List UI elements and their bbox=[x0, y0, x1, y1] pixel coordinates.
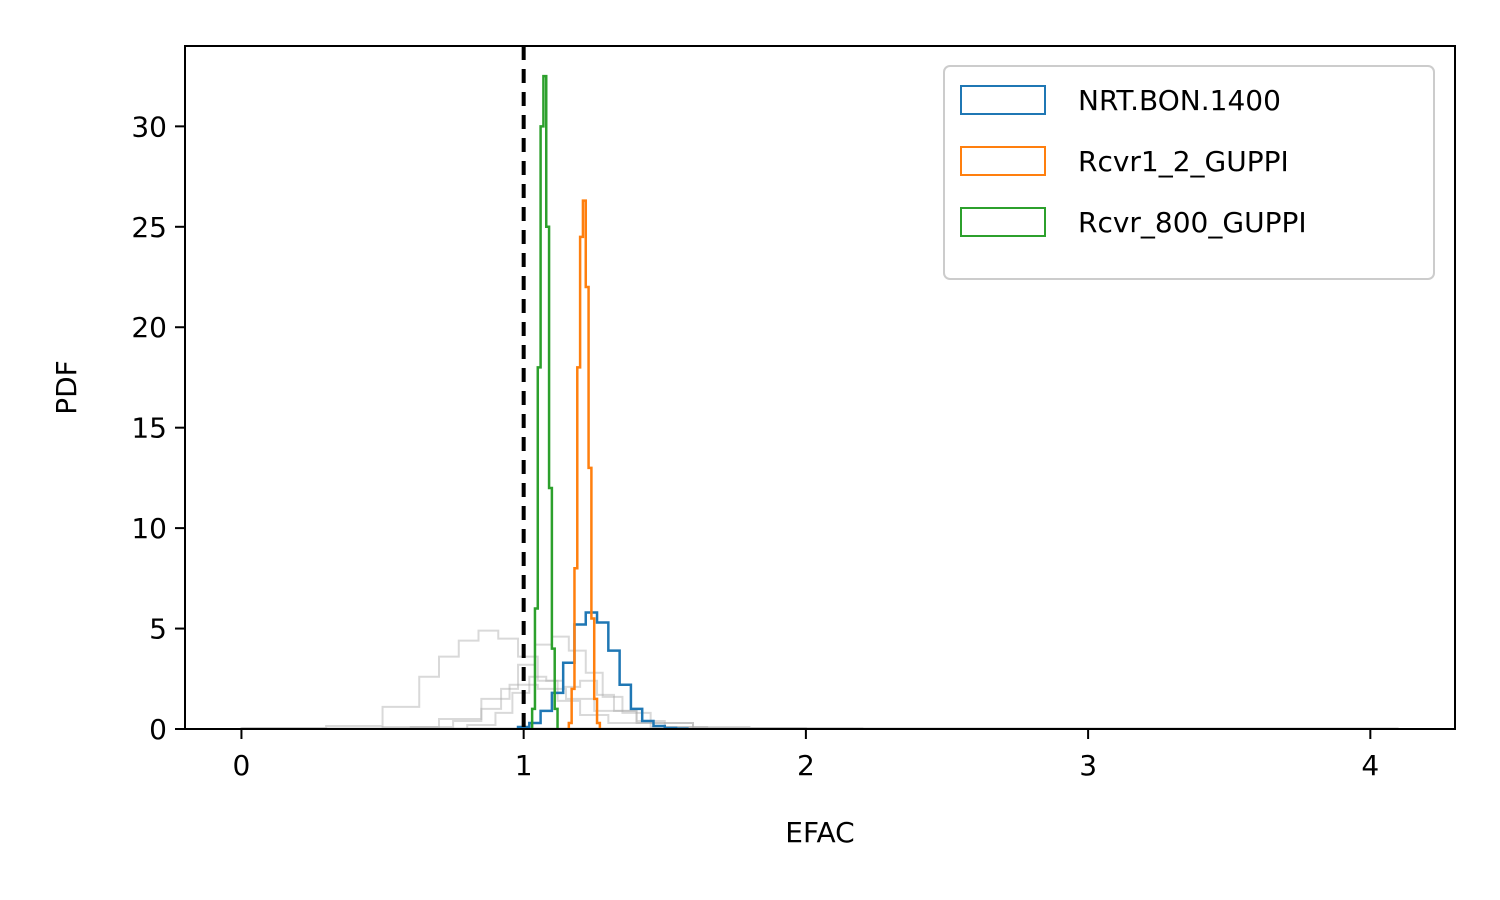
x-tick-label: 2 bbox=[797, 749, 815, 782]
x-axis-ticks: 0 1 2 3 4 bbox=[233, 729, 1379, 782]
y-tick-label: 5 bbox=[149, 613, 167, 646]
histogram-nrt-bon-1400 bbox=[516, 611, 689, 730]
series-histograms bbox=[516, 74, 689, 730]
histogram-rcvr-800-guppi bbox=[530, 74, 559, 729]
y-tick-label: 20 bbox=[131, 311, 167, 344]
background-histogram-3 bbox=[381, 683, 807, 729]
background-histograms bbox=[240, 629, 1399, 730]
plot-frame bbox=[184, 45, 1456, 730]
legend-label: NRT.BON.1400 bbox=[1078, 84, 1281, 117]
legend-label: Rcvr1_2_GUPPI bbox=[1078, 145, 1289, 178]
y-tick-label: 15 bbox=[131, 412, 167, 445]
background-histogram-0 bbox=[240, 629, 694, 729]
legend-box bbox=[943, 65, 1435, 280]
legend-swatch bbox=[960, 85, 1046, 115]
legend: NRT.BON.1400 Rcvr1_2_GUPPI Rcvr_800_GUPPI bbox=[943, 65, 1435, 280]
y-tick-label: 25 bbox=[131, 211, 167, 244]
y-tick-label: 10 bbox=[131, 512, 167, 545]
y-axis-ticks: 0 5 10 15 20 25 30 bbox=[131, 110, 185, 746]
x-tick-label: 1 bbox=[515, 749, 533, 782]
x-tick-label: 0 bbox=[233, 749, 251, 782]
legend-swatch bbox=[960, 146, 1046, 176]
legend-swatch bbox=[960, 207, 1046, 237]
background-histogram-1 bbox=[409, 635, 864, 730]
y-axis-label: PDF bbox=[50, 360, 83, 415]
legend-label: Rcvr_800_GUPPI bbox=[1078, 206, 1307, 239]
histogram-rcvr1-2-guppi bbox=[567, 199, 602, 729]
y-tick-label: 30 bbox=[131, 110, 167, 143]
x-tick-label: 4 bbox=[1361, 749, 1379, 782]
y-tick-label: 0 bbox=[149, 713, 167, 746]
x-axis-label: EFAC bbox=[785, 816, 854, 849]
x-tick-label: 3 bbox=[1079, 749, 1097, 782]
